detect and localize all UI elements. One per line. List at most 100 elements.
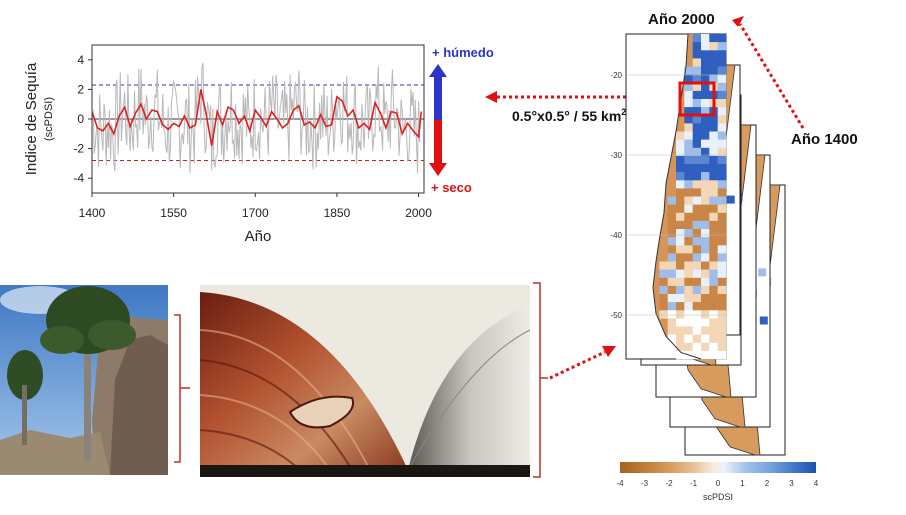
x-tick-label: 1700 <box>242 206 269 220</box>
colorbar-tick-label: 4 <box>814 479 819 488</box>
grid-cell <box>692 350 702 360</box>
grid-cell <box>676 269 685 278</box>
grid-cell <box>701 58 710 67</box>
x-tick-label: 1400 <box>79 206 106 220</box>
grid-cell <box>692 147 702 157</box>
grid-cell <box>684 188 693 197</box>
grid-cell <box>709 50 718 59</box>
year-top-label: Año 2000 <box>648 11 715 28</box>
grid-cell <box>684 196 693 205</box>
grid-cell <box>701 310 710 319</box>
latitude-labels: -20 -30 -40 -50 <box>610 71 622 320</box>
grid-cell <box>709 237 718 246</box>
grid-cell <box>701 212 710 222</box>
grid-cell <box>667 229 677 238</box>
x-tick-label: 1550 <box>160 206 187 220</box>
grid-cell <box>684 253 693 262</box>
grid-cell <box>717 188 727 197</box>
grid-cell <box>692 237 702 246</box>
grid-cell <box>692 74 702 83</box>
grid-cell <box>701 34 710 43</box>
grid-cell <box>709 245 718 254</box>
grid-cell <box>701 334 710 343</box>
raw-scpdsi-series <box>92 62 422 174</box>
grid-cell <box>717 229 727 238</box>
colorbar-tick-label: 3 <box>789 479 794 488</box>
grid-cell <box>676 172 685 181</box>
grid-cell <box>676 285 685 295</box>
grid-cell <box>659 277 668 287</box>
grid-cell <box>692 204 702 213</box>
grid-cell <box>676 147 685 157</box>
grid-cell <box>701 172 710 181</box>
grid-cell <box>684 294 693 303</box>
grid-cell <box>701 66 710 75</box>
grid-cell <box>692 139 702 148</box>
colorbar-tick-label: -2 <box>665 479 673 488</box>
year-top-arrowhead <box>732 16 744 27</box>
grid-cell <box>659 285 668 295</box>
grid-cell <box>709 326 718 335</box>
grid-cell <box>717 42 727 51</box>
grid-cell <box>692 245 702 254</box>
y-axis: 4 2 0 -2 -4 <box>73 53 92 185</box>
colorbar-tick-label: -3 <box>641 479 649 488</box>
grid-cell <box>667 294 677 303</box>
grid-cell <box>709 350 718 360</box>
grid-cell <box>717 342 727 352</box>
smoothed-scpdsi-series <box>92 89 423 146</box>
grid-cell <box>692 90 702 100</box>
grid-cell <box>684 82 693 92</box>
grid-cell <box>684 147 693 157</box>
grid-cell <box>676 196 685 205</box>
colorbar: -4 -3 -2 -1 0 1 2 3 4 scPDSI <box>616 462 819 502</box>
grid-cell <box>701 99 710 108</box>
grid-cell <box>676 229 685 238</box>
grid-cell <box>709 58 718 67</box>
grid-cell <box>701 147 710 157</box>
grid-cell <box>684 107 693 116</box>
grid-cell <box>701 277 710 287</box>
grid-cell <box>701 155 710 165</box>
grid-cell <box>676 318 685 327</box>
grid-cell <box>676 334 685 343</box>
grid-cell <box>701 253 710 262</box>
grid-cell <box>667 302 677 311</box>
grid-cell <box>692 107 702 116</box>
grid-cell <box>684 123 693 132</box>
grid-cell <box>709 188 718 197</box>
grid-cell <box>717 50 727 59</box>
reconstruction-map-stack: -20 -30 -40 -50 <box>610 33 786 456</box>
grid-cell <box>709 277 718 287</box>
grid-cell <box>692 269 702 278</box>
grid-cell <box>709 302 718 311</box>
grid-cell <box>684 334 693 343</box>
x-axis-label: Año <box>245 228 272 245</box>
grid-cell <box>684 220 693 230</box>
grid-cell <box>684 155 693 165</box>
grid-cell <box>717 350 727 360</box>
grid-cell <box>701 204 710 213</box>
grid-cell <box>676 342 685 352</box>
grid-cell <box>709 74 718 83</box>
grid-cell <box>676 310 685 319</box>
araucaria-tree-photo <box>0 285 168 475</box>
grid-cell <box>692 123 702 132</box>
grid-cell <box>709 196 718 205</box>
grid-cell <box>676 326 685 335</box>
grid-cell <box>709 131 718 140</box>
grid-cell <box>717 172 727 181</box>
grid-cell <box>692 155 702 165</box>
grid-cell <box>717 180 727 189</box>
grid-cell <box>684 90 693 100</box>
grid-cell <box>717 82 727 92</box>
grid-cell <box>659 294 668 303</box>
grid-cell <box>667 204 677 213</box>
grid-cell <box>709 269 718 278</box>
grid-cell <box>684 245 693 254</box>
grid-cell <box>692 82 702 92</box>
grid-cell <box>684 164 693 173</box>
grid-cell <box>692 318 702 327</box>
grid-cell <box>684 180 693 189</box>
grid-cell <box>717 269 727 278</box>
